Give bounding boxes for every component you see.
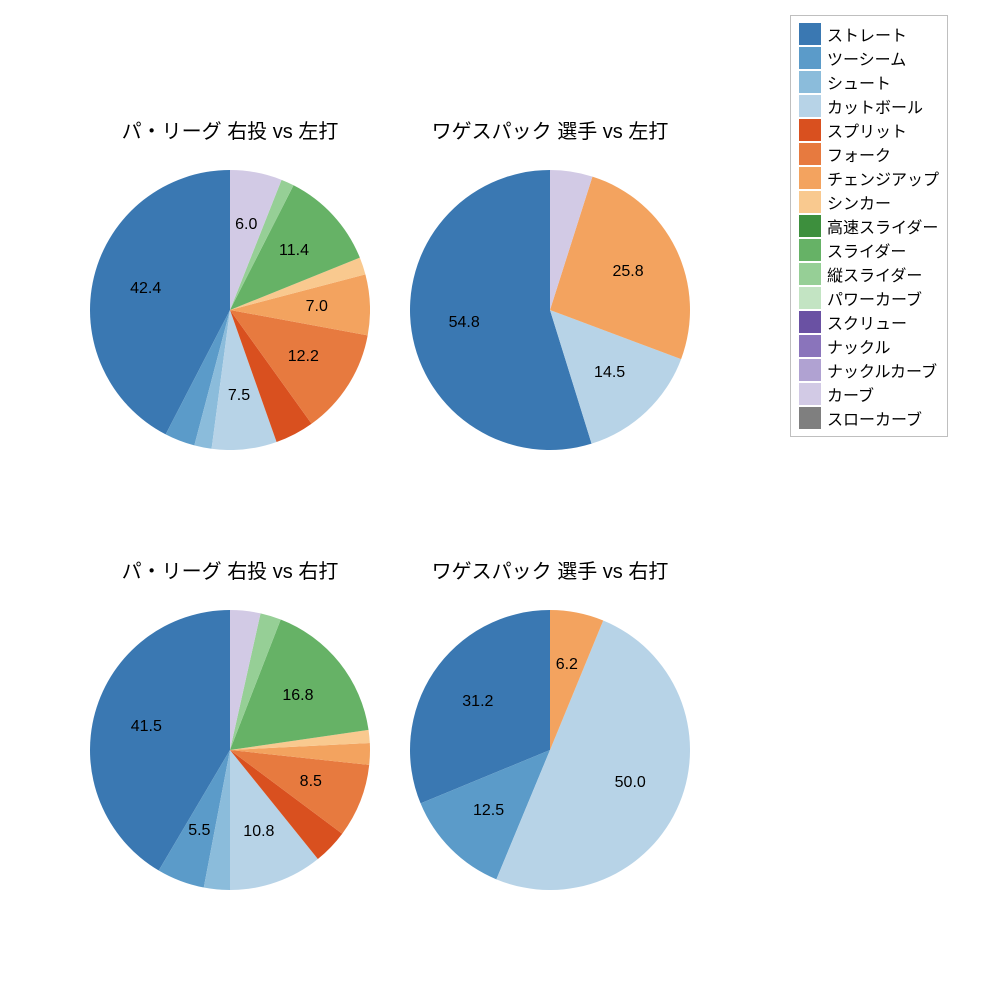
legend-swatch (799, 335, 821, 357)
pie-slice-label: 6.2 (556, 656, 578, 674)
legend-swatch (799, 119, 821, 141)
legend-item: シュート (799, 70, 939, 94)
legend-label: パワーカーブ (827, 286, 922, 310)
legend-item: スプリット (799, 118, 939, 142)
legend-item: チェンジアップ (799, 166, 939, 190)
legend-item: カーブ (799, 382, 939, 406)
legend-label: シンカー (827, 190, 891, 214)
pie-slice-label: 54.8 (449, 314, 480, 332)
legend-label: ストレート (827, 22, 907, 46)
pie-chart (410, 170, 690, 450)
legend-swatch (799, 95, 821, 117)
chart-title: ワゲスパック 選手 vs 左打 (400, 115, 700, 144)
legend-item: スクリュー (799, 310, 939, 334)
legend-label: 縦スライダー (827, 262, 922, 286)
legend-item: シンカー (799, 190, 939, 214)
legend-label: スクリュー (827, 310, 907, 334)
legend-label: スローカーブ (827, 406, 922, 430)
legend-label: チェンジアップ (827, 166, 939, 190)
legend-item: フォーク (799, 142, 939, 166)
legend-swatch (799, 287, 821, 309)
legend-swatch (799, 383, 821, 405)
legend-item: スローカーブ (799, 406, 939, 430)
legend-label: ツーシーム (827, 46, 906, 70)
pie-slice-label: 14.5 (594, 364, 625, 382)
pie-slice-label: 11.4 (279, 242, 309, 260)
legend-label: スプリット (827, 118, 907, 142)
pie-slice-label: 12.5 (473, 802, 504, 820)
legend-swatch (799, 263, 821, 285)
legend-item: ナックルカーブ (799, 358, 939, 382)
legend-item: ストレート (799, 22, 939, 46)
pie-slice-label: 8.5 (300, 773, 322, 791)
legend-item: カットボール (799, 94, 939, 118)
legend-item: ナックル (799, 334, 939, 358)
legend-label: 高速スライダー (827, 214, 938, 238)
chart-grid: パ・リーグ 右投 vs 左打 42.4 7.5 12.2 7.0 11.4 6.0 ワゲスパッ… (0, 0, 1000, 1000)
legend-item: ツーシーム (799, 46, 939, 70)
legend-swatch (799, 191, 821, 213)
pie-slice-label: 50.0 (615, 774, 646, 792)
legend-label: シュート (827, 70, 891, 94)
pie-slice-label: 6.0 (235, 216, 257, 234)
pie-slice-label: 42.4 (130, 280, 161, 298)
legend-item: スライダー (799, 238, 939, 262)
pie-slice-label: 12.2 (288, 348, 319, 366)
chart-title: パ・リーグ 右投 vs 右打 (80, 555, 380, 584)
legend-swatch (799, 359, 821, 381)
legend-swatch (799, 239, 821, 261)
legend-label: ナックルカーブ (827, 358, 937, 382)
legend-swatch (799, 407, 821, 429)
legend-swatch (799, 143, 821, 165)
legend-item: 縦スライダー (799, 262, 939, 286)
pie-slice-label: 41.5 (131, 718, 162, 736)
pie-chart (90, 610, 370, 890)
pie-slice-label: 7.0 (306, 298, 328, 316)
legend-swatch (799, 47, 821, 69)
legend-item: 高速スライダー (799, 214, 939, 238)
legend: ストレートツーシームシュートカットボールスプリットフォークチェンジアップシンカー… (790, 15, 948, 437)
pie-slice-label: 31.2 (462, 693, 493, 711)
legend-swatch (799, 215, 821, 237)
legend-swatch (799, 311, 821, 333)
legend-label: スライダー (827, 238, 906, 262)
legend-swatch (799, 167, 821, 189)
chart-title: パ・リーグ 右投 vs 左打 (80, 115, 380, 144)
legend-label: カットボール (827, 94, 923, 118)
pie-slice-label: 7.5 (228, 387, 250, 405)
pie-chart (410, 610, 690, 890)
legend-label: フォーク (827, 142, 891, 166)
legend-swatch (799, 71, 821, 93)
legend-label: カーブ (827, 382, 874, 406)
legend-item: パワーカーブ (799, 286, 939, 310)
pie-chart (90, 170, 370, 450)
legend-swatch (799, 23, 821, 45)
pie-slice-label: 10.8 (243, 823, 274, 841)
pie-slice-label: 5.5 (188, 822, 210, 840)
chart-title: ワゲスパック 選手 vs 右打 (400, 555, 700, 584)
legend-label: ナックル (827, 334, 891, 358)
pie-slice-label: 16.8 (282, 687, 313, 705)
pie-slice-label: 25.8 (612, 263, 643, 281)
